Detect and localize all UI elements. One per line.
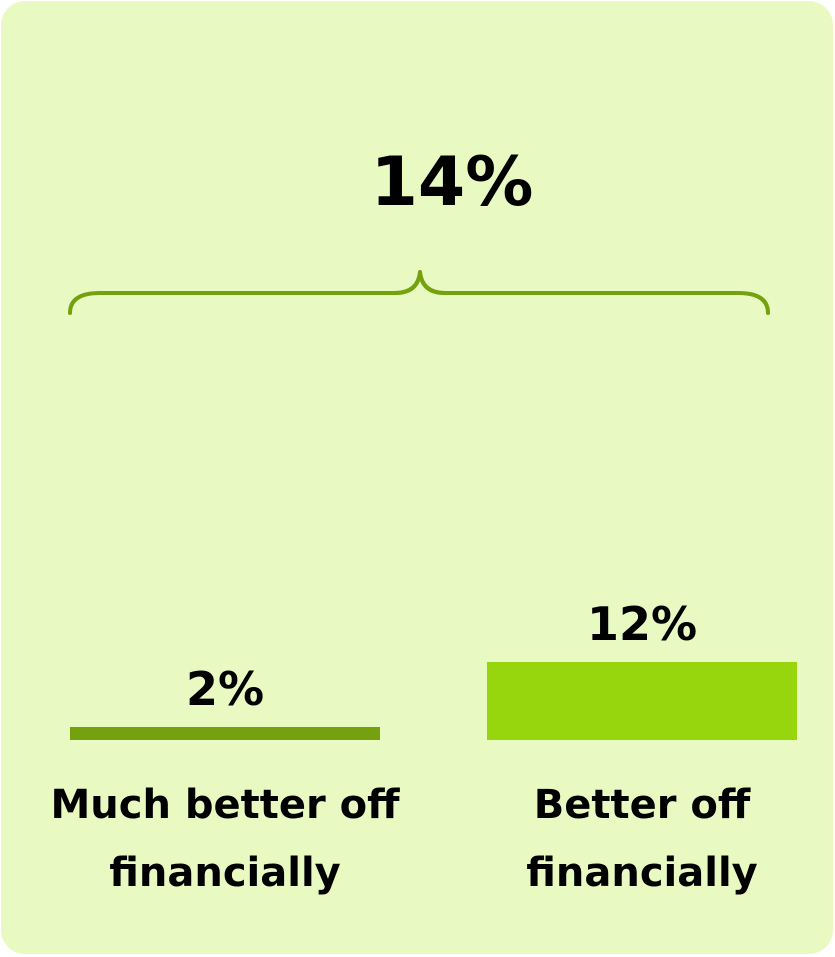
bars: 2% Much better off financially 12% Better of… [50, 597, 797, 896]
bar-value-label-1: 2% [186, 662, 264, 716]
category-label-1-line-2: financially [109, 850, 341, 896]
bar-value-label-2: 12% [587, 597, 697, 651]
bar-1 [70, 727, 380, 740]
category-label-2-line-1: Better off [534, 782, 751, 828]
total-brace [68, 270, 770, 315]
total-label: 14% [371, 143, 534, 222]
category-label-2-line-2: financially [526, 850, 758, 896]
bar-2 [487, 662, 797, 740]
category-label-1-line-1: Much better off [50, 782, 400, 828]
